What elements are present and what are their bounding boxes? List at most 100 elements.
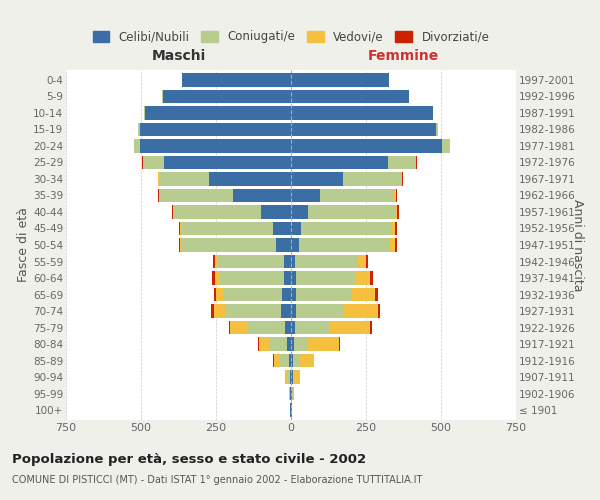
Bar: [216, 288, 223, 302]
Bar: [158, 188, 159, 202]
Bar: [370, 321, 372, 334]
Text: Femmine: Femmine: [368, 49, 439, 63]
Bar: [259, 338, 270, 351]
Bar: [214, 288, 216, 302]
Bar: [388, 156, 415, 169]
Bar: [296, 271, 356, 285]
Bar: [308, 205, 395, 219]
Bar: [290, 387, 291, 400]
Bar: [225, 304, 281, 318]
Bar: [212, 271, 215, 285]
Bar: [395, 205, 397, 219]
Bar: [209, 172, 291, 186]
Bar: [402, 172, 403, 186]
Bar: [292, 387, 293, 400]
Bar: [291, 106, 433, 120]
Bar: [173, 205, 174, 219]
Bar: [290, 404, 291, 417]
Bar: [291, 271, 296, 285]
Bar: [229, 321, 230, 334]
Bar: [163, 90, 291, 103]
Bar: [223, 288, 282, 302]
Bar: [296, 288, 352, 302]
Bar: [174, 205, 261, 219]
Bar: [261, 205, 291, 219]
Text: Popolazione per età, sesso e stato civile - 2002: Popolazione per età, sesso e stato civil…: [12, 452, 366, 466]
Bar: [320, 188, 394, 202]
Bar: [307, 338, 338, 351]
Bar: [179, 238, 181, 252]
Bar: [291, 222, 301, 235]
Legend: Celibi/Nubili, Coniugati/e, Vedovi/e, Divorziati/e: Celibi/Nubili, Coniugati/e, Vedovi/e, Di…: [92, 30, 490, 44]
Bar: [291, 254, 295, 268]
Bar: [274, 354, 280, 368]
Bar: [182, 73, 291, 86]
Bar: [291, 172, 343, 186]
Bar: [214, 304, 225, 318]
Bar: [220, 271, 284, 285]
Bar: [144, 106, 145, 120]
Bar: [215, 271, 220, 285]
Bar: [289, 387, 290, 400]
Bar: [280, 354, 289, 368]
Bar: [134, 139, 139, 152]
Bar: [299, 354, 314, 368]
Bar: [145, 106, 291, 120]
Bar: [397, 205, 400, 219]
Bar: [291, 321, 295, 334]
Bar: [295, 321, 330, 334]
Bar: [291, 288, 296, 302]
Bar: [142, 156, 143, 169]
Bar: [395, 222, 397, 235]
Bar: [291, 90, 409, 103]
Bar: [416, 156, 417, 169]
Bar: [247, 321, 285, 334]
Bar: [291, 238, 299, 252]
Bar: [378, 304, 380, 318]
Bar: [291, 370, 293, 384]
Bar: [299, 238, 390, 252]
Bar: [330, 321, 370, 334]
Bar: [215, 254, 218, 268]
Bar: [291, 404, 292, 417]
Bar: [258, 338, 259, 351]
Bar: [291, 139, 442, 152]
Bar: [291, 73, 389, 86]
Bar: [352, 288, 374, 302]
Bar: [284, 271, 291, 285]
Bar: [273, 354, 274, 368]
Bar: [233, 188, 291, 202]
Bar: [392, 222, 395, 235]
Bar: [143, 156, 163, 169]
Bar: [436, 122, 438, 136]
Bar: [282, 288, 291, 302]
Bar: [281, 304, 291, 318]
Bar: [139, 122, 291, 136]
Bar: [290, 370, 291, 384]
Text: Maschi: Maschi: [151, 49, 206, 63]
Bar: [291, 122, 436, 136]
Bar: [172, 205, 173, 219]
Bar: [442, 139, 449, 152]
Bar: [396, 188, 397, 202]
Bar: [291, 304, 296, 318]
Bar: [285, 321, 291, 334]
Bar: [139, 139, 291, 152]
Bar: [157, 172, 158, 186]
Bar: [343, 304, 378, 318]
Text: COMUNE DI PISTICCI (MT) - Dati ISTAT 1° gennaio 2002 - Elaborazione TUTTITALIA.I: COMUNE DI PISTICCI (MT) - Dati ISTAT 1° …: [12, 475, 422, 485]
Bar: [374, 288, 378, 302]
Y-axis label: Fasce di età: Fasce di età: [17, 208, 30, 282]
Bar: [230, 321, 247, 334]
Bar: [415, 156, 416, 169]
Bar: [358, 254, 366, 268]
Bar: [343, 172, 401, 186]
Bar: [287, 338, 291, 351]
Bar: [160, 188, 233, 202]
Bar: [338, 338, 340, 351]
Bar: [291, 354, 293, 368]
Bar: [394, 188, 396, 202]
Bar: [218, 254, 284, 268]
Bar: [293, 354, 299, 368]
Bar: [211, 304, 214, 318]
